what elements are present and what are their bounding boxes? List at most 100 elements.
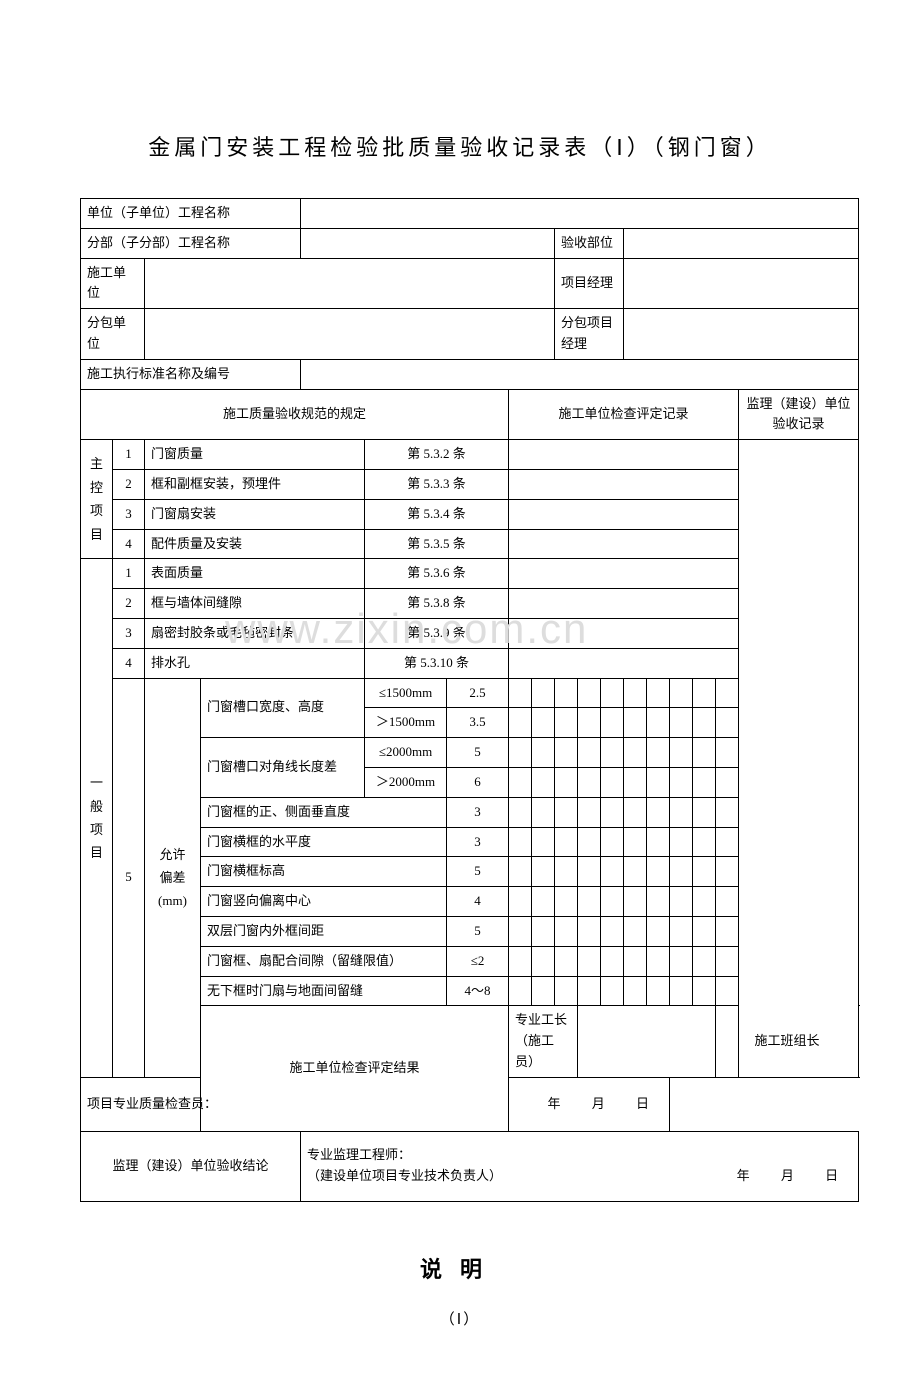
row-ref: 第 5.3.4 条 [365,499,509,529]
table-row: 主控项目 1 门窗质量 第 5.3.2 条 [81,440,859,470]
value-construction-unit [145,258,555,309]
table-row: 项目专业质量检查员： 年 月 日 [81,1077,859,1131]
label-construction-unit: 施工单位 [81,258,145,309]
m [624,738,647,768]
m [716,767,739,797]
table-row: 单位（子单位）工程名称 [81,199,859,229]
m [509,678,532,708]
m [693,916,716,946]
label-subcontract: 分包单位 [81,309,145,360]
row-item: 门窗质量 [145,440,365,470]
m [670,946,693,976]
m [601,887,624,917]
m [670,708,693,738]
label-standard: 施工执行标准名称及编号 [81,359,301,389]
label-teamleader: 施工班组长 [716,1006,859,1077]
m [716,857,739,887]
tol-item: 门窗框、扇配合间隙（留缝限值） [201,946,447,976]
m [693,767,716,797]
table-row: 施工单位 项目经理 [81,258,859,309]
m [601,916,624,946]
m [601,797,624,827]
tol-cond: ＞2000mm [365,767,447,797]
notes-sub: （Ⅰ） [80,1308,840,1329]
row-ref: 第 5.3.5 条 [365,529,509,559]
engineer-cell: 专业监理工程师： （建设单位项目专业技术负责人） 年 月 日 [301,1131,859,1201]
m [647,946,670,976]
row-item: 表面质量 [145,559,365,589]
m [716,827,739,857]
m [647,767,670,797]
row-check [509,589,739,619]
m [670,678,693,708]
m [509,976,532,1006]
m [532,827,555,857]
label-spec: 施工质量验收规范的规定 [81,389,509,440]
value-unit-project [301,199,859,229]
row-check [509,469,739,499]
value-subcontract [145,309,555,360]
m [555,708,578,738]
m [716,797,739,827]
tol-val: 5 [447,857,509,887]
m [647,976,670,1006]
m [578,767,601,797]
row-check [509,529,739,559]
row-ref: 第 5.3.8 条 [365,589,509,619]
m [670,976,693,1006]
m [532,946,555,976]
tol-val: 4 [447,887,509,917]
table-row: 监理（建设）单位验收结论 专业监理工程师： （建设单位项目专业技术负责人） 年 … [81,1131,859,1201]
m [509,946,532,976]
label-accept-part: 验收部位 [555,228,624,258]
m [624,708,647,738]
row-num: 3 [113,499,145,529]
m [532,767,555,797]
label-unit-project: 单位（子单位）工程名称 [81,199,301,229]
m [578,857,601,887]
m [670,857,693,887]
m [693,857,716,887]
m [555,738,578,768]
m [716,678,739,708]
row-item: 扇密封胶条或毛毡密封条 [145,618,365,648]
m [601,738,624,768]
m [601,976,624,1006]
m [647,857,670,887]
label-sub-pm: 分包项目经理 [555,309,624,360]
tol-cond: ≤1500mm [365,678,447,708]
m [670,767,693,797]
m [555,976,578,1006]
m [624,916,647,946]
m [716,708,739,738]
tol-val: 3 [447,797,509,827]
m [555,887,578,917]
label-supervise-result: 监理（建设）单位验收结论 [81,1131,301,1201]
value-pm [624,258,859,309]
m [716,916,739,946]
m [647,887,670,917]
row-item: 框和副框安装，预埋件 [145,469,365,499]
m [601,678,624,708]
m [601,708,624,738]
m [509,857,532,887]
m [647,916,670,946]
row-num: 4 [113,529,145,559]
m [578,827,601,857]
m [532,916,555,946]
m [578,946,601,976]
group-main: 主控项目 [81,440,113,559]
row-check [509,440,739,470]
row-ref: 第 5.3.6 条 [365,559,509,589]
m [509,916,532,946]
m [647,797,670,827]
label-inspector: 项目专业质量检查员： [87,1096,217,1111]
row-ref: 第 5.3.3 条 [365,469,509,499]
m [555,767,578,797]
tol-item: 门窗槽口对角线长度差 [201,738,365,798]
m [532,678,555,708]
label-engineer-2: （建设单位项目专业技术负责人） [307,1168,502,1183]
row-num: 2 [113,469,145,499]
value-standard [301,359,859,389]
tolerance-label: 允许偏差(mm) [145,678,201,1077]
